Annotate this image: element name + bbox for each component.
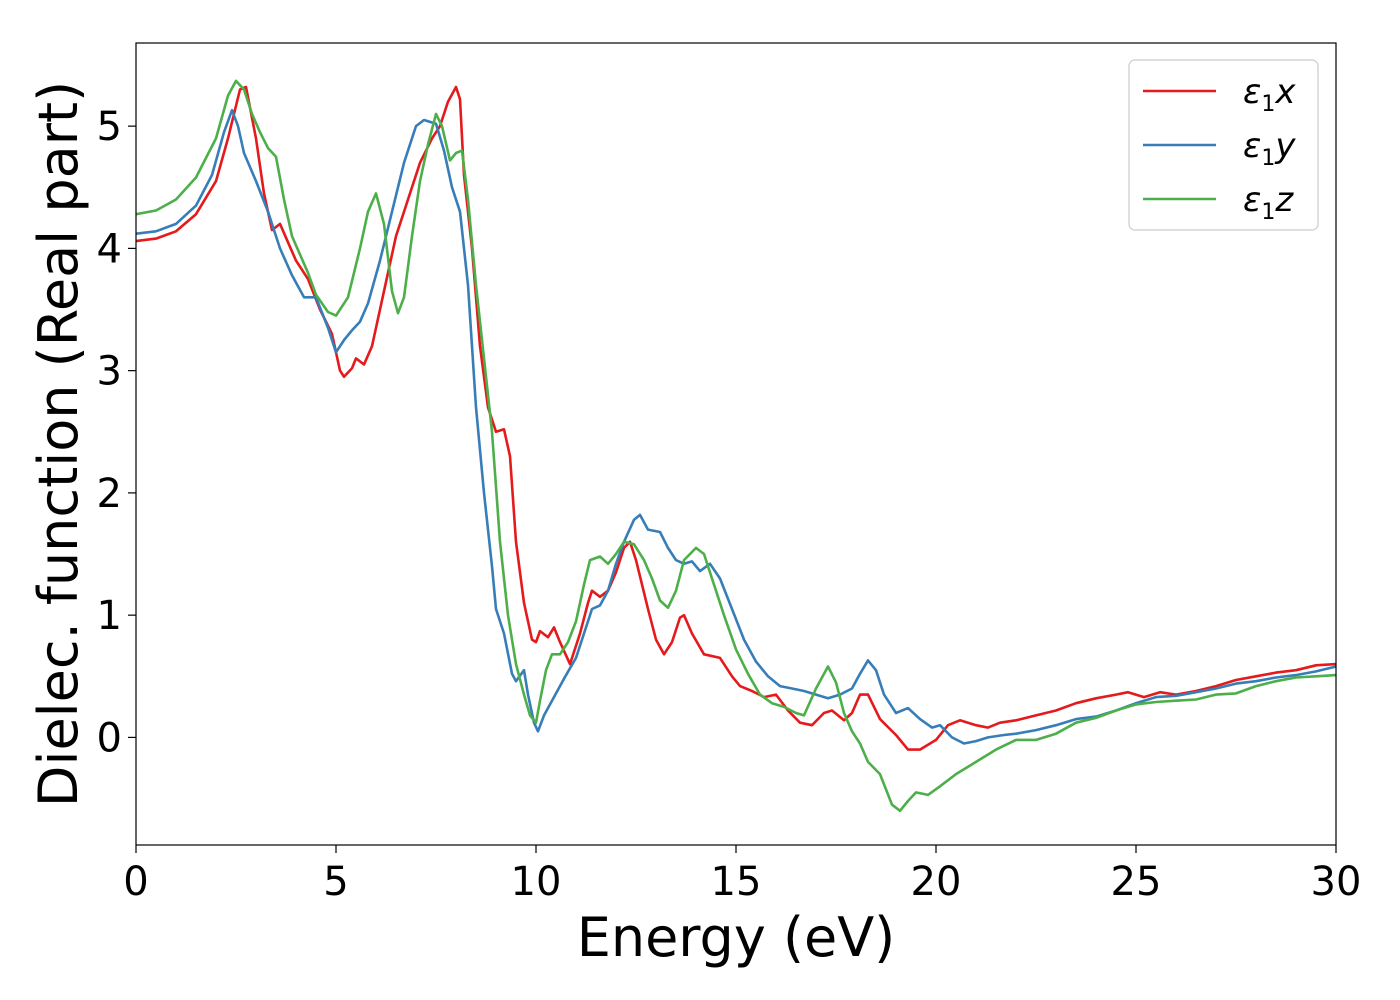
x-axis-ticks: 0 5 10 15 20 25 30 — [123, 845, 1361, 905]
x-tick-label: 10 — [511, 859, 562, 905]
y-axis-title: Dielec. function (Real part) — [27, 81, 90, 807]
y-tick-label: 0 — [97, 715, 122, 761]
x-tick-label: 5 — [323, 859, 348, 905]
series-line-x — [136, 85, 1336, 751]
x-tick-label: 15 — [711, 859, 762, 905]
y-tick-label: 2 — [97, 471, 122, 517]
x-tick-label: 25 — [1111, 859, 1162, 905]
legend: ε1x ε1y ε1z — [1128, 59, 1319, 231]
x-tick-label: 20 — [911, 859, 962, 905]
series-line-z — [136, 79, 1336, 813]
y-tick-label: 5 — [97, 104, 122, 150]
y-tick-label: 4 — [97, 226, 122, 272]
y-tick-label: 1 — [97, 593, 122, 639]
legend-frame — [1128, 59, 1319, 231]
x-tick-label: 0 — [123, 859, 148, 905]
series-layer — [136, 79, 1336, 813]
legend-label-x: ε1x — [1243, 72, 1296, 117]
series-line-y — [136, 108, 1336, 745]
legend-label-z: ε1z — [1243, 180, 1294, 225]
y-axis-ticks: 0 1 2 3 4 5 — [97, 104, 136, 761]
y-tick-label: 3 — [97, 349, 122, 395]
legend-label-y: ε1y — [1243, 126, 1296, 171]
x-tick-label: 30 — [1311, 859, 1362, 905]
x-axis-title: Energy (eV) — [577, 906, 896, 969]
